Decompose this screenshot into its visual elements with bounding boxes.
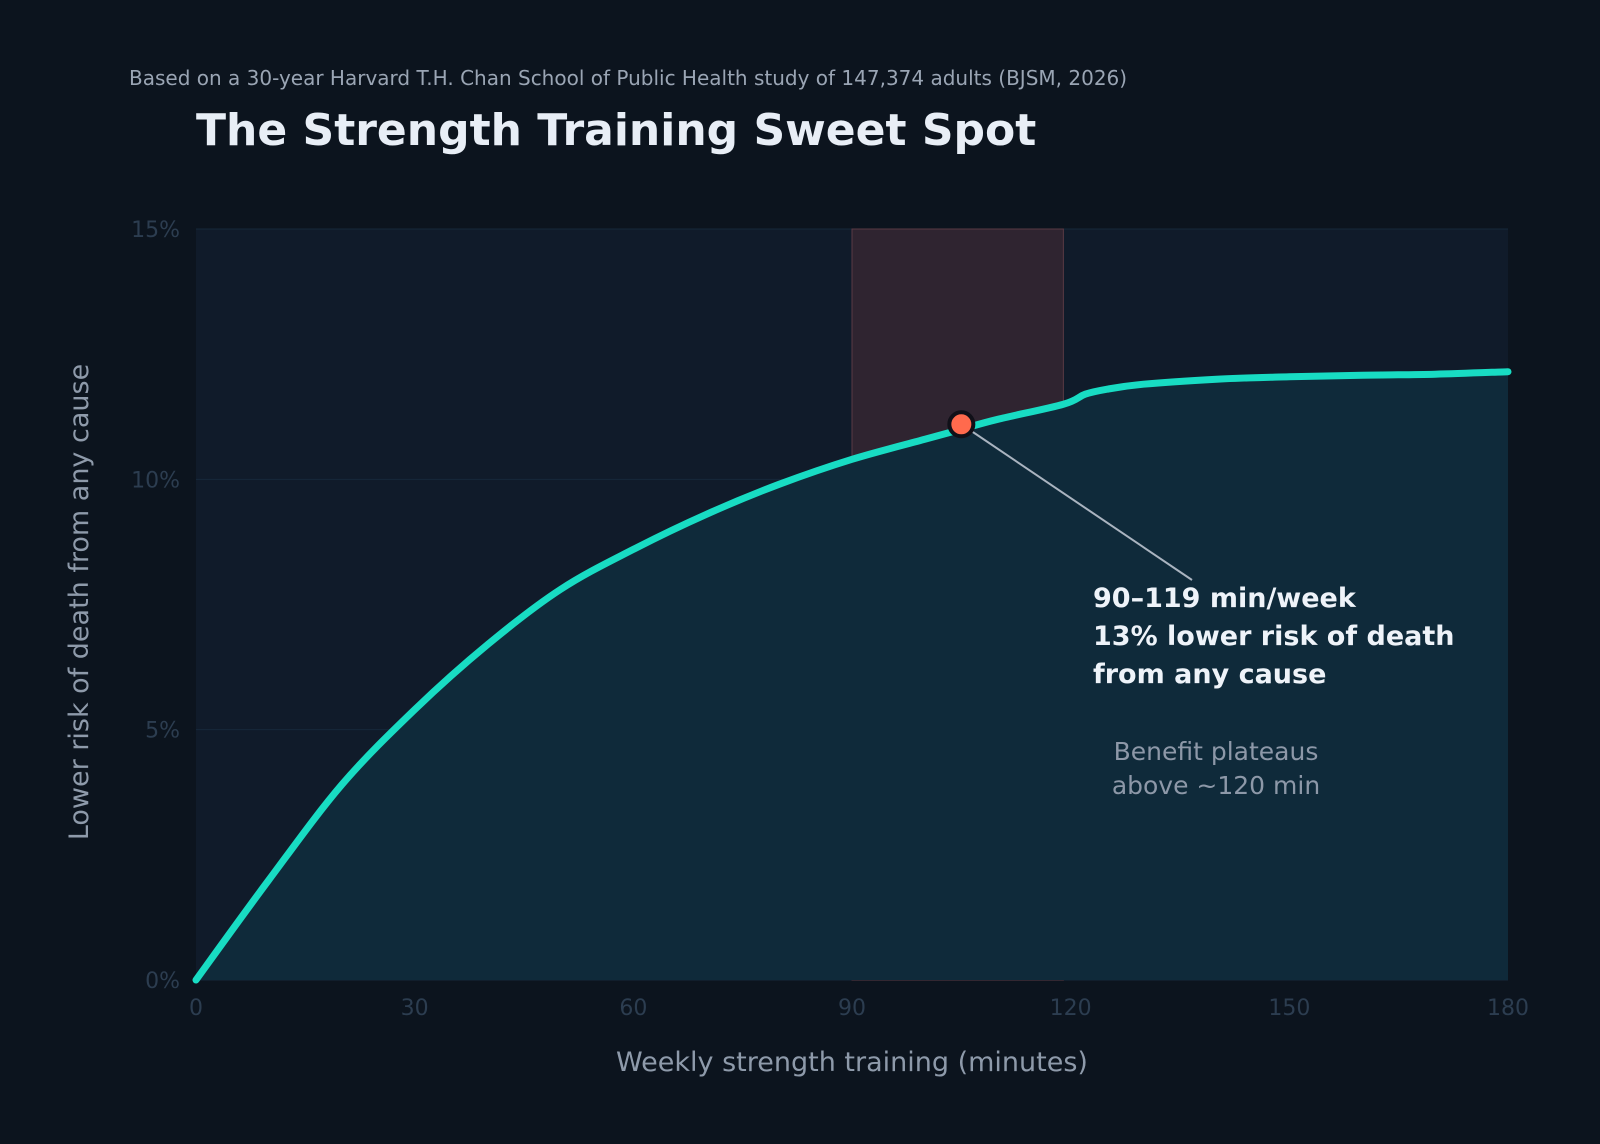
plateau-note: Benefit plateaus above ~120 min: [1112, 737, 1320, 800]
risk-curve: [192, 368, 1512, 984]
annotation-line-3: from any cause: [1093, 659, 1326, 690]
x-tick-label-1: 30: [401, 996, 429, 1021]
x-axis-label: Weekly strength training (minutes): [616, 1047, 1088, 1078]
chart-subtitle: Based on a 30-year Harvard T.H. Chan Sch…: [129, 66, 1127, 90]
annotation-leader-line: [960, 423, 1193, 581]
y-tick-label-2: 10%: [131, 468, 180, 493]
x-tick-label-5: 150: [1268, 996, 1310, 1021]
x-tick-label-4: 120: [1050, 996, 1092, 1021]
x-tick-label-2: 60: [619, 996, 647, 1021]
x-tick-label-3: 90: [838, 996, 866, 1021]
x-tick-label-6: 180: [1487, 996, 1529, 1021]
y-tick-label-3: 15%: [131, 218, 180, 243]
chart-title: The Strength Training Sweet Spot: [196, 105, 1036, 156]
annotation-line-1: 90–119 min/week: [1093, 583, 1357, 614]
x-axis-ticks: 0 30 60 90 120 150 180: [189, 996, 1529, 1021]
y-axis-ticks: 0% 5% 10% 15%: [131, 218, 180, 994]
y-axis-label: Lower risk of death from any cause: [64, 364, 95, 840]
sweet-spot-marker: [947, 410, 976, 439]
area-fill: [196, 371, 1508, 980]
y-tick-label-0: 0%: [145, 969, 180, 994]
annotation-line-2: 13% lower risk of death: [1093, 621, 1454, 652]
sweet-spot-annotation: 90–119 min/week 13% lower risk of death …: [1093, 583, 1454, 690]
plateau-note-line-1: Benefit plateaus: [1114, 737, 1319, 766]
plateau-note-line-2: above ~120 min: [1112, 771, 1320, 800]
y-tick-label-1: 5%: [145, 719, 180, 744]
x-tick-label-0: 0: [189, 996, 203, 1021]
